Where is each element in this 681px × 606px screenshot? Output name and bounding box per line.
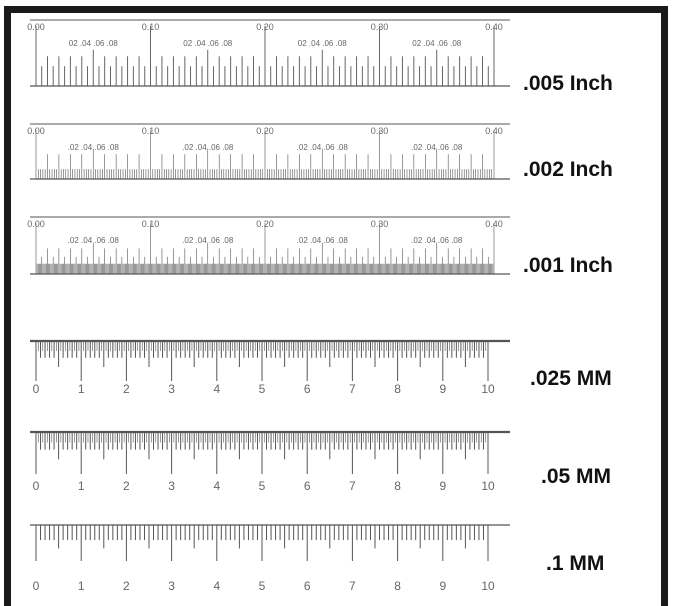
scale-frame (4, 6, 668, 606)
mm-tick-label: 7 (349, 579, 356, 593)
mm-tick-label: 10 (481, 479, 495, 493)
scale-label-005-inch: .005 Inch (523, 72, 613, 95)
scale-1: 0.00 0.10 0.20 0.30 0.40 .02 .04 .06 .08 .02 .… (27, 123, 510, 180)
mm-tick-label: 8 (394, 479, 401, 493)
major-tick-label: 0.00 (27, 22, 45, 32)
scale-label-05-mm: .05 MM (541, 465, 612, 488)
major-tick-label: 0.20 (256, 22, 274, 32)
major-tick-label: 0.20 (256, 126, 274, 136)
mm-tick-label: 3 (168, 579, 175, 593)
mm-tick-label: 5 (259, 579, 266, 593)
major-tick-label: 0.10 (142, 219, 160, 229)
scale-5: 0 1 2 3 4 5 6 7 8 9 10 (30, 524, 510, 593)
mm-tick-label: 1 (78, 579, 85, 593)
minor-tick-label: .02 .04 .06 .08 (182, 236, 234, 245)
minor-tick-label: 02 .04 .06 .08 (412, 39, 461, 48)
minor-tick-label: .02 .04 .06 .08 (68, 236, 120, 245)
mm-tick-label: 7 (349, 382, 356, 396)
minor-tick-label: .02 .04 .06 .08 (411, 236, 463, 245)
scale-4: 0 1 2 3 4 5 6 7 8 9 10 (30, 430, 510, 493)
mm-tick-label: 8 (394, 579, 401, 593)
major-tick-label: 0.30 (371, 22, 389, 32)
major-tick-label: 0.00 (27, 219, 45, 229)
scale-3: 0 1 2 3 4 5 6 7 8 9 10 (30, 339, 510, 396)
mm-tick-label: 2 (123, 382, 130, 396)
mm-tick-label: 6 (304, 382, 311, 396)
minor-tick-label: .02 .04 .06 .08 (68, 143, 120, 152)
minor-tick-label: .02 .04 .06 .08 (297, 236, 349, 245)
mm-tick-label: 5 (259, 382, 266, 396)
scale-label-001-inch: .001 Inch (523, 254, 613, 277)
scale-label-1-mm: .1 MM (546, 552, 605, 575)
mm-tick-label: 9 (439, 479, 446, 493)
minor-tick-label: .02 .04 .06 .08 (297, 143, 349, 152)
scale-label-002-inch: .002 Inch (523, 158, 613, 181)
major-tick-label: 0.10 (142, 126, 160, 136)
mm-tick-label: 4 (213, 382, 220, 396)
mm-tick-label: 2 (123, 579, 130, 593)
mm-tick-label: 3 (168, 382, 175, 396)
major-tick-label: 0.40 (485, 22, 503, 32)
mm-tick-label: 1 (78, 382, 85, 396)
mm-tick-label: 7 (349, 479, 356, 493)
mm-tick-label: 0 (33, 579, 40, 593)
major-tick-label: 0.20 (256, 219, 274, 229)
mm-tick-label: 6 (304, 479, 311, 493)
mm-tick-label: 6 (304, 579, 311, 593)
major-tick-label: 0.30 (371, 219, 389, 229)
minor-tick-label: .02 .04 .06 .08 (182, 143, 234, 152)
mm-tick-label: 0 (33, 382, 40, 396)
scale-0: 0.00 0.10 0.20 0.30 0.40 02 .04 .06 .08 02 .04… (27, 19, 510, 87)
minor-tick-label: 02 .04 .06 .08 (69, 39, 118, 48)
major-tick-label: 0.40 (485, 219, 503, 229)
mm-tick-label: 0 (33, 479, 40, 493)
mm-tick-label: 10 (481, 382, 495, 396)
mm-tick-label: 9 (439, 579, 446, 593)
major-tick-label: 0.00 (27, 126, 45, 136)
mm-tick-label: 1 (78, 479, 85, 493)
major-tick-label: 0.10 (142, 22, 160, 32)
minor-tick-label: .02 .04 .06 .08 (411, 143, 463, 152)
minor-tick-label: 02 .04 .06 .08 (183, 39, 232, 48)
mm-tick-label: 5 (259, 479, 266, 493)
mm-tick-label: 3 (168, 479, 175, 493)
minor-tick-label: 02 .04 .06 .08 (298, 39, 347, 48)
major-tick-label: 0.30 (371, 126, 389, 136)
scale-label-025-mm: .025 MM (530, 367, 612, 390)
major-tick-label: 0.40 (485, 126, 503, 136)
mm-tick-label: 4 (213, 479, 220, 493)
mm-tick-label: 4 (213, 579, 220, 593)
mm-tick-label: 2 (123, 479, 130, 493)
mm-tick-label: 8 (394, 382, 401, 396)
mm-tick-label: 9 (439, 382, 446, 396)
scale-2: 0.00 0.10 0.20 0.30 0.40 .02 .04 .06 .08 .02 .… (27, 216, 510, 275)
mm-tick-label: 10 (481, 579, 495, 593)
